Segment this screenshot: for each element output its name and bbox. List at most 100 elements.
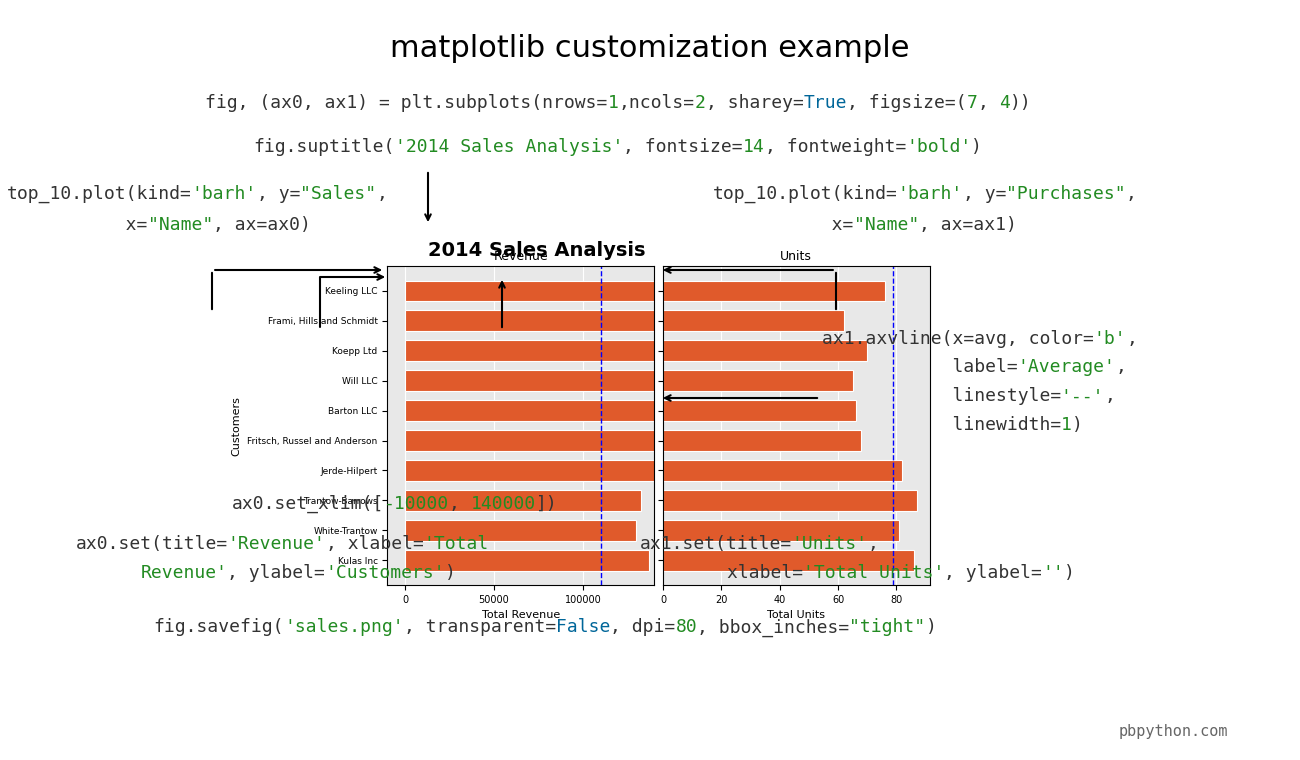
Text: ax0.set_xlim([: ax0.set_xlim([ (231, 496, 384, 514)
Text: False: False (556, 619, 610, 636)
Text: ,: , (376, 185, 387, 203)
Text: 'Revenue': 'Revenue' (227, 535, 325, 553)
Text: ,: , (868, 535, 879, 553)
Text: ): ) (971, 138, 982, 156)
Text: ): ) (445, 564, 456, 581)
Text: '2014 Sales Analysis': '2014 Sales Analysis' (395, 138, 623, 156)
Bar (406, 401, 697, 421)
Text: ax1.set(title=: ax1.set(title= (640, 535, 792, 553)
Text: linewidth=: linewidth= (822, 416, 1061, 434)
Text: ]): ]) (536, 496, 558, 513)
Text: fig, (ax0, ax1) = plt.subplots(nrows=: fig, (ax0, ax1) = plt.subplots(nrows= (205, 94, 608, 112)
Bar (406, 460, 671, 481)
Text: ,ncols=: ,ncols= (619, 94, 694, 112)
Bar (663, 310, 844, 331)
Text: , y=: , y= (256, 185, 300, 203)
Text: 14: 14 (742, 138, 764, 156)
Text: , ylabel=: , ylabel= (227, 564, 325, 581)
Text: ): ) (926, 619, 936, 636)
Text: 'Average': 'Average' (1018, 359, 1115, 376)
Text: ): ) (1063, 564, 1075, 581)
Bar (663, 280, 885, 302)
Text: ,: , (1104, 388, 1115, 405)
Text: , ax=ax0): , ax=ax0) (213, 216, 311, 233)
Bar (406, 280, 732, 302)
Text: ,: , (1126, 330, 1138, 347)
Text: Revenue': Revenue' (140, 564, 228, 581)
Bar (663, 549, 914, 571)
Text: 7: 7 (967, 94, 978, 112)
Bar (663, 430, 862, 451)
Text: )): )) (1010, 94, 1032, 112)
Text: xlabel=: xlabel= (640, 564, 802, 581)
Text: 'Customers': 'Customers' (325, 564, 445, 581)
Text: ax0.set(title=: ax0.set(title= (75, 535, 228, 553)
Bar (663, 460, 902, 481)
Text: -10000: -10000 (384, 496, 448, 513)
Text: 'Total: 'Total (424, 535, 489, 553)
Title: Units: Units (780, 251, 812, 264)
Text: ,: , (1126, 185, 1136, 203)
Text: x=: x= (6, 216, 148, 233)
Text: , dpi=: , dpi= (610, 619, 676, 636)
Text: 'b': 'b' (1093, 330, 1126, 347)
Text: 'bold': 'bold' (906, 138, 971, 156)
Average (885, 526, 901, 535)
Text: '': '' (1043, 564, 1063, 581)
Text: "Name": "Name" (148, 216, 213, 233)
Text: "Sales": "Sales" (300, 185, 376, 203)
Text: 1: 1 (1061, 416, 1071, 434)
Bar (663, 370, 853, 391)
Text: , ax=ax1): , ax=ax1) (919, 216, 1017, 233)
Text: ,: , (978, 94, 1000, 112)
Text: top_10.plot(kind=: top_10.plot(kind= (6, 185, 191, 204)
Bar (406, 549, 649, 571)
Text: , ylabel=: , ylabel= (944, 564, 1043, 581)
Text: ,: , (1115, 359, 1126, 376)
Text: 'barh': 'barh' (897, 185, 962, 203)
Text: '--': '--' (1061, 388, 1104, 405)
Bar (663, 401, 855, 421)
Text: 2: 2 (694, 94, 706, 112)
Bar (406, 430, 694, 451)
Text: , xlabel=: , xlabel= (325, 535, 424, 553)
Bar (406, 370, 708, 391)
Bar (406, 310, 719, 331)
Text: linestyle=: linestyle= (822, 388, 1061, 405)
Text: , sharey=: , sharey= (706, 94, 803, 112)
X-axis label: Total Revenue: Total Revenue (481, 610, 560, 620)
Text: 'barh': 'barh' (191, 185, 256, 203)
Bar (663, 520, 900, 541)
Text: "tight": "tight" (849, 619, 926, 636)
Text: , figsize=(: , figsize=( (848, 94, 967, 112)
Text: x=: x= (712, 216, 854, 233)
Bar (406, 520, 636, 541)
Text: fig.savefig(: fig.savefig( (153, 619, 283, 636)
Bar (406, 490, 641, 511)
Text: "Purchases": "Purchases" (1006, 185, 1126, 203)
Text: , transparent=: , transparent= (403, 619, 556, 636)
Text: fig.suptitle(: fig.suptitle( (254, 138, 395, 156)
Text: 1: 1 (608, 94, 619, 112)
Text: ,: , (448, 496, 471, 513)
Text: True: True (803, 94, 848, 112)
Text: 4: 4 (1000, 94, 1010, 112)
X-axis label: Total Units: Total Units (767, 610, 826, 620)
Text: label=: label= (822, 359, 1018, 376)
Bar (663, 340, 867, 361)
Text: 'Total Units': 'Total Units' (802, 564, 944, 581)
Text: top_10.plot(kind=: top_10.plot(kind= (712, 185, 897, 204)
Text: pbpython.com: pbpython.com (1119, 724, 1228, 739)
Text: 80: 80 (676, 619, 697, 636)
Text: matplotlib customization example: matplotlib customization example (390, 34, 910, 63)
Text: , fontsize=: , fontsize= (623, 138, 742, 156)
Title: Revenue: Revenue (493, 251, 549, 264)
Text: "Name": "Name" (854, 216, 919, 233)
Average (885, 556, 901, 565)
Text: , y=: , y= (962, 185, 1006, 203)
Bar (663, 490, 916, 511)
Text: ): ) (1071, 416, 1083, 434)
Text: 'sales.png': 'sales.png' (283, 619, 403, 636)
Text: ax1.axvline(x=avg, color=: ax1.axvline(x=avg, color= (822, 330, 1093, 347)
Text: 140000: 140000 (471, 496, 536, 513)
